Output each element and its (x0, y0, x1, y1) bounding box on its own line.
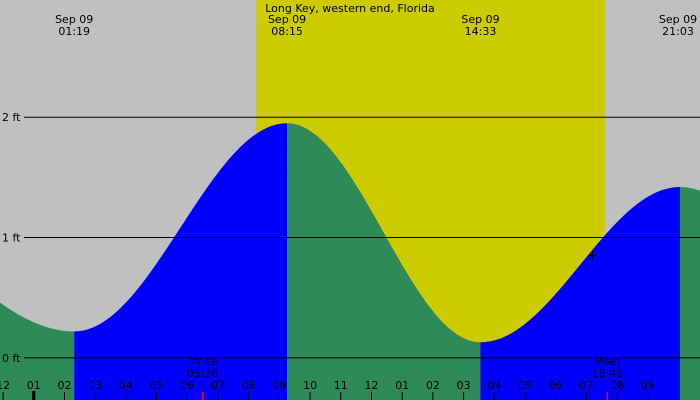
hour-label: 10 (303, 379, 317, 392)
hour-label: 07 (211, 379, 225, 392)
hour-label: 12 (0, 379, 10, 392)
high-tide-date: Sep 09 (659, 13, 697, 26)
hour-label: 03 (457, 379, 471, 392)
hour-label: 06 (549, 379, 563, 392)
gridline-layer (2, 116, 700, 400)
moon-event-label: Mset (594, 355, 621, 368)
hour-label: 05 (518, 379, 532, 392)
falling-tide-area (287, 123, 481, 400)
chart-title: Long Key, western end, Florida (265, 2, 435, 15)
low-tide-date: Sep 09 (461, 13, 499, 26)
hour-label: 12 (364, 379, 378, 392)
moon-event-time: 05:30 (187, 367, 219, 380)
falling-tide-area (680, 187, 700, 400)
hour-label: 09 (641, 379, 655, 392)
label-layer: Long Key, western end, Florida 0 ft 1 ft 2… (0, 2, 697, 392)
hour-label: 04 (487, 379, 501, 392)
hour-label: 11 (334, 379, 348, 392)
high-tide-time: 21:03 (662, 25, 694, 38)
low-tide-time: 14:33 (465, 25, 497, 38)
hour-label: 07 (579, 379, 593, 392)
hour-label: 01 (27, 379, 41, 392)
midnight-marker (32, 391, 36, 400)
y-tick-label: 0 ft (2, 352, 21, 365)
hour-label: 08 (242, 379, 256, 392)
y-tick-label: 1 ft (2, 232, 21, 245)
hour-label: 06 (180, 379, 194, 392)
hour-label: 01 (395, 379, 409, 392)
y-tick-label: 2 ft (2, 111, 21, 124)
falling-tide-area (0, 302, 75, 400)
hour-label: 03 (88, 379, 102, 392)
hour-label: 02 (426, 379, 440, 392)
hour-label: 08 (610, 379, 624, 392)
low-tide-date: Sep 09 (55, 13, 93, 26)
rising-tide-area (480, 187, 681, 400)
moon-event-time: 18:41 (592, 367, 624, 380)
high-tide-date: Sep 09 (268, 13, 306, 26)
low-tide-time: 01:19 (58, 25, 90, 38)
high-tide-time: 08:15 (271, 25, 303, 38)
tide-area-layer (0, 123, 700, 400)
hour-label: 09 (272, 379, 286, 392)
hour-label: 04 (119, 379, 133, 392)
hour-label: 02 (57, 379, 71, 392)
rising-tide-area (74, 123, 288, 400)
moon-event-label: Mrise (188, 355, 218, 368)
hour-label: 05 (150, 379, 164, 392)
